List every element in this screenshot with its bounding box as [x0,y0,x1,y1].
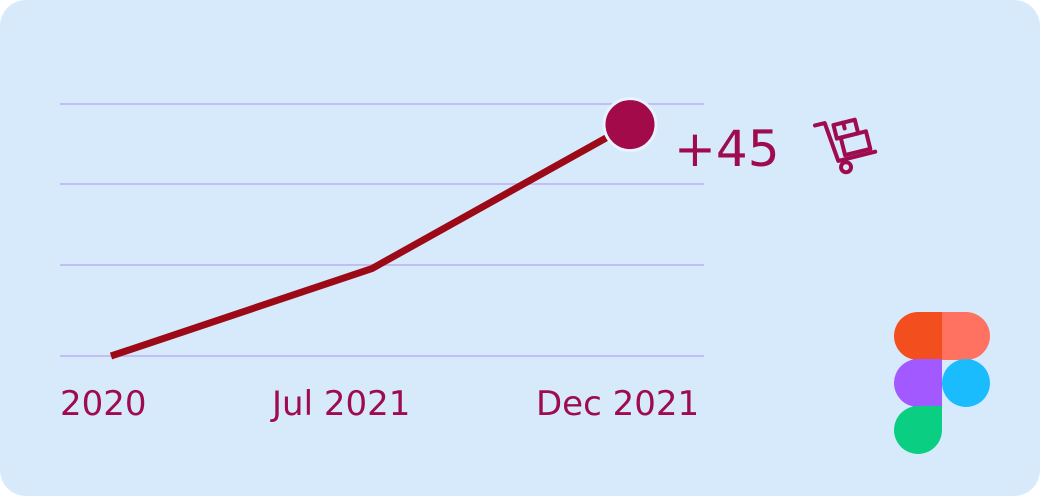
figma-logo-icon [894,312,990,454]
x-tick-label: Dec 2021 [536,384,699,424]
delivery-cart-icon [813,117,878,175]
annotation-value: +45 [674,120,780,178]
x-axis-ticks: 2020 Jul 2021 Dec 2021 [60,384,699,424]
x-tick-label: 2020 [60,384,147,424]
series-line [109,133,611,360]
x-tick-label: Jul 2021 [270,384,410,424]
annotation: +45 [674,117,878,178]
grid-lines [60,103,704,357]
series-layer [109,97,658,360]
end-point-marker [602,97,658,153]
